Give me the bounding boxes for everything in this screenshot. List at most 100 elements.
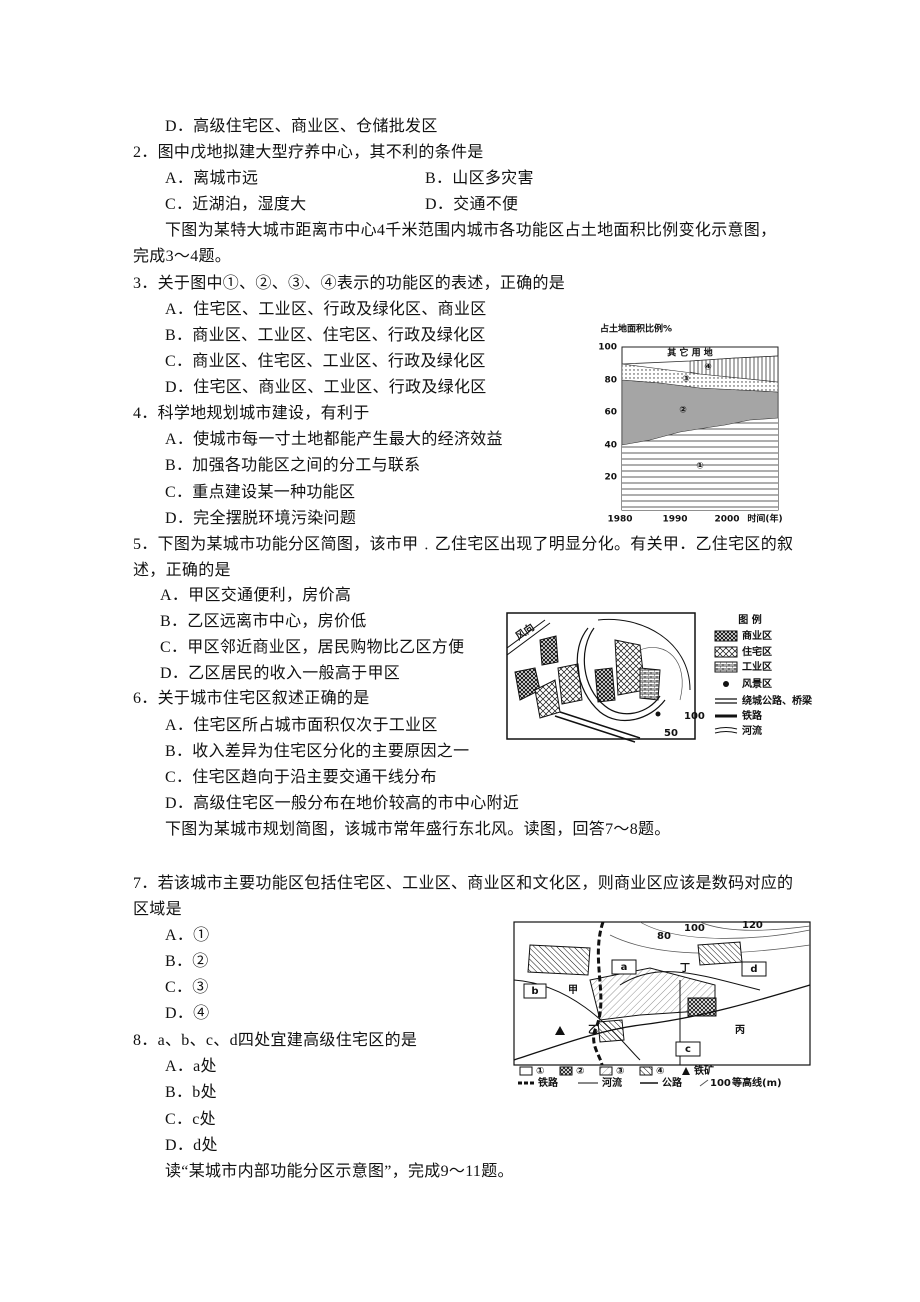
legend-label: 商业区 bbox=[742, 629, 772, 642]
text-line: 7．若该城市主要功能区包括住宅区、工业区、商业区和文化区，则商业区应该是数码对应… bbox=[133, 875, 794, 892]
legend-label: 铁矿 bbox=[694, 1064, 714, 1077]
land-use-figure: 占土地面积比例% 其 它 用 地 ① ② ③ ④ 100 80 60 40 20… bbox=[598, 323, 782, 525]
text-line: C．c处 bbox=[165, 1111, 216, 1128]
text-line: B．山区多灾害 bbox=[425, 170, 534, 187]
text-line: B．乙区远离市中心，房价低 bbox=[160, 613, 367, 630]
text-line: 4．科学地规划城市建设，有利于 bbox=[133, 405, 370, 422]
region-label: ④ bbox=[704, 363, 712, 373]
rect bbox=[559, 1066, 573, 1076]
text-line: D．乙区居民的收入一般高于甲区 bbox=[160, 665, 401, 682]
rect bbox=[741, 961, 767, 977]
site-label: b bbox=[531, 986, 538, 997]
legend-label: 河流 bbox=[602, 1076, 622, 1089]
legend-title: 图 例 bbox=[738, 613, 761, 626]
site-label: d bbox=[750, 964, 757, 975]
contour-label: 50 bbox=[664, 728, 678, 739]
rect bbox=[687, 997, 717, 1017]
legend-label: ③ bbox=[616, 1066, 624, 1077]
path bbox=[639, 647, 683, 701]
path bbox=[597, 618, 691, 691]
path bbox=[506, 619, 551, 656]
text-line: B．加强各功能区之间的分工与联系 bbox=[165, 457, 421, 474]
rect bbox=[714, 661, 738, 673]
text-line: B．商业区、工业区、住宅区、行政及绿化区 bbox=[165, 327, 486, 344]
legend-label: 风景区 bbox=[742, 678, 772, 690]
text-line: D．d处 bbox=[165, 1137, 218, 1154]
text-line: C．商业区、住宅区、工业区、行政及绿化区 bbox=[165, 353, 486, 370]
path bbox=[699, 921, 811, 931]
polygon bbox=[621, 363, 779, 393]
legend-label: 住宅区 bbox=[742, 645, 772, 658]
legend-label: 绕城公路、桥梁 bbox=[742, 694, 813, 707]
polygon bbox=[527, 944, 591, 976]
region-label: ① bbox=[696, 462, 704, 472]
contour-label: 80 bbox=[657, 931, 671, 942]
path bbox=[592, 921, 605, 1066]
rect bbox=[639, 1066, 653, 1076]
path bbox=[619, 971, 761, 991]
text-line: 下图为某特大城市距离市中心4千米范围内城市各功能区占土地面积比例变化示意图， bbox=[165, 222, 777, 239]
text-line: 下图为某城市规划简图，该城市常年盛行东北风。读图，回答7～8题。 bbox=[165, 821, 671, 838]
path bbox=[554, 711, 641, 743]
circle bbox=[655, 711, 661, 717]
legend-label: 铁路 bbox=[538, 1076, 559, 1089]
text-line: B．收入差异为住宅区分化的主要原因之一 bbox=[165, 743, 470, 760]
text-line: C．甲区邻近商业区，居民购物比乙区方便 bbox=[160, 639, 465, 656]
place-label: 甲 bbox=[568, 984, 578, 996]
polygon bbox=[594, 667, 616, 703]
text-line: D．高级住宅区、商业区、仓储批发区 bbox=[165, 118, 438, 135]
text-line: A．使城市每一寸土地都能产生最大的经济效益 bbox=[165, 431, 503, 448]
city-plan-map: 80 100 120 a b c d 甲 乙 丙 丁 ① ② ③ ④ 铁矿 铁路… bbox=[513, 920, 811, 1089]
path bbox=[555, 1026, 565, 1035]
text-line: C．③ bbox=[165, 979, 209, 996]
y-tick-label: 80 bbox=[604, 376, 617, 386]
text-line: A．① bbox=[165, 927, 210, 944]
place-label: 丁 bbox=[680, 962, 690, 974]
legend-label: ① bbox=[536, 1066, 544, 1077]
text-line: A．离城市远 bbox=[165, 170, 259, 187]
path bbox=[682, 1067, 690, 1075]
text-line: 读“某城市内部功能分区示意图”，完成9～11题。 bbox=[165, 1163, 514, 1180]
text-line: D．高级住宅区一般分布在地价较高的市中心附近 bbox=[165, 795, 520, 812]
rect bbox=[714, 646, 738, 658]
path bbox=[639, 921, 811, 939]
polygon bbox=[639, 667, 661, 701]
y-tick-label: 40 bbox=[604, 441, 617, 451]
text-line: A．甲区交通便利，房价高 bbox=[160, 587, 352, 604]
x-tick-label: 1990 bbox=[662, 515, 687, 525]
region-label: 其 它 用 地 bbox=[667, 347, 712, 359]
text-line: D．交通不便 bbox=[425, 196, 519, 213]
region-label: ② bbox=[679, 406, 687, 416]
text-line: A．a处 bbox=[165, 1058, 217, 1075]
path bbox=[576, 627, 666, 722]
text-line: A．住宅区所占城市面积仅次于工业区 bbox=[165, 717, 438, 734]
text-line: 述，正确的是 bbox=[133, 562, 231, 579]
y-tick-label: 60 bbox=[604, 408, 617, 418]
text-line: A．住宅区、工业区、行政及绿化区、商业区 bbox=[165, 301, 487, 318]
polyline bbox=[621, 355, 779, 365]
rect bbox=[714, 630, 738, 642]
contour-label: 100 bbox=[684, 923, 705, 934]
text-line: 5．下图为某城市功能分区简图，该市甲﹒乙住宅区出现了明显分化。有关甲．乙住宅区的… bbox=[133, 536, 794, 553]
text-line: D．住宅区、商业区、工业区、行政及绿化区 bbox=[165, 379, 487, 396]
text-line: C．近湖泊，湿度大 bbox=[165, 196, 307, 213]
polygon bbox=[539, 635, 559, 666]
place-label: 丙 bbox=[735, 1024, 745, 1036]
text-line: 2．图中戊地拟建大型疗养中心，其不利的条件是 bbox=[133, 144, 484, 161]
path bbox=[583, 627, 661, 715]
rect bbox=[611, 959, 637, 975]
legend-label: ④ bbox=[656, 1066, 664, 1077]
polygon bbox=[622, 418, 778, 510]
legend-label: ② bbox=[576, 1066, 584, 1077]
city-zoning-map: 风向 100 50 图 例 商业区 住宅区 工业区 风景区 绕城公路、桥梁 铁路… bbox=[506, 612, 813, 743]
legend-label: 河流 bbox=[742, 724, 762, 737]
y-tick-label: 100 bbox=[598, 343, 617, 353]
polygon bbox=[697, 941, 743, 966]
path bbox=[715, 698, 737, 704]
x-tick-label: 2000 bbox=[714, 515, 739, 525]
legend-label: 100 bbox=[710, 1078, 731, 1089]
legend-label: 铁路 bbox=[742, 709, 763, 722]
text-line: 6．关于城市住宅区叙述正确的是 bbox=[133, 690, 370, 707]
text-line: B．b处 bbox=[165, 1084, 217, 1101]
